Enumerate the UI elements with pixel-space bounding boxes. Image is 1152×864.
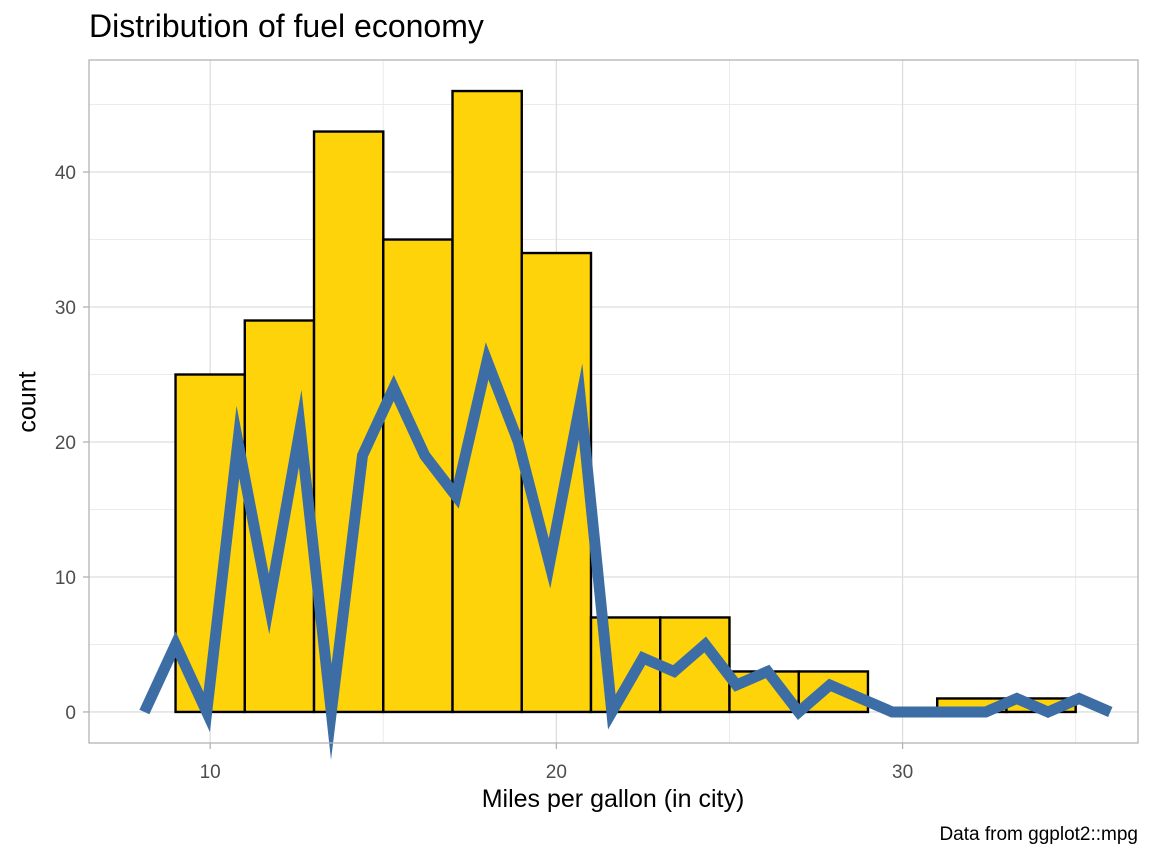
chart-title: Distribution of fuel economy — [89, 8, 484, 44]
frequency-line-group — [139, 342, 1113, 760]
y-tick-label: 10 — [55, 568, 76, 589]
frequency-polygon-line — [139, 342, 1113, 760]
y-tick-label: 0 — [65, 703, 76, 724]
panel-border — [88, 59, 1139, 744]
x-tick-label: 10 — [200, 762, 221, 783]
histogram-bars — [174, 89, 1077, 714]
y-tick-label: 20 — [55, 433, 76, 454]
x-tick-label: 20 — [546, 762, 567, 783]
x-axis-label: Miles per gallon (in city) — [481, 785, 745, 813]
y-axis-label: count — [13, 371, 42, 433]
x-tick-label: 30 — [892, 762, 913, 783]
axis-ticks: 10 20 30 0 10 20 30 40 — [55, 163, 913, 783]
y-tick-label: 30 — [55, 298, 76, 319]
histogram-bar — [451, 89, 523, 714]
y-tick-label: 40 — [55, 163, 76, 184]
chart-caption: Data from ggplot2::mpg — [939, 824, 1138, 845]
